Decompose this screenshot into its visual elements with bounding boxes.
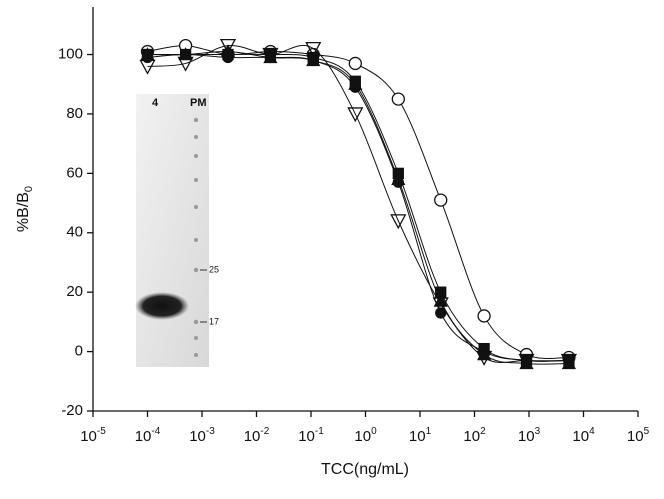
gel-band (135, 292, 189, 320)
y-tick-label: 60 (66, 164, 83, 181)
point (305, 41, 322, 57)
x-tick-label: 10-1 (298, 426, 324, 445)
point (390, 214, 407, 230)
x-axis-title: TCC(ng/mL) (321, 461, 409, 478)
lane-label: 4 (152, 97, 159, 109)
point (348, 56, 362, 71)
point (348, 76, 363, 90)
point (391, 171, 406, 185)
point (306, 53, 321, 67)
point (561, 356, 577, 370)
x-tick-label: 10-3 (189, 426, 215, 445)
series (140, 44, 577, 370)
point (219, 38, 237, 54)
curve (147, 44, 569, 363)
y-tick-label: 100 (58, 45, 83, 62)
point (477, 309, 491, 323)
marker-label: 17 (209, 316, 219, 326)
point (519, 356, 534, 370)
x-tick-label: 101 (409, 426, 432, 445)
point (433, 293, 448, 307)
x-tick-label: 10-4 (135, 426, 161, 445)
point (434, 193, 448, 207)
point (347, 107, 364, 123)
point (140, 47, 155, 61)
y-axis-title: %B/B0 (15, 186, 35, 232)
x-tick-label: 103 (518, 426, 541, 445)
point (178, 47, 193, 61)
point (263, 50, 278, 64)
curve (147, 54, 569, 362)
lane-label: PM (190, 97, 207, 109)
marker-label: 25 (209, 264, 219, 274)
x-tick-label: 100 (354, 426, 377, 445)
point (477, 347, 492, 361)
ladder (193, 117, 199, 357)
gel-inset: 4 PM 25 17 (135, 94, 219, 367)
y-tick-label: -20 (61, 402, 83, 419)
y-tick-label: 80 (66, 105, 83, 122)
x-tick-label: 105 (627, 426, 650, 445)
y-tick-label: 0 (75, 343, 83, 360)
x-tick-label: 10-2 (244, 426, 270, 445)
x-tick-label: 10-5 (80, 426, 106, 445)
x-tick-label: 104 (572, 426, 595, 445)
gel-image (136, 94, 209, 367)
point (220, 44, 236, 58)
curve (147, 53, 569, 362)
point (391, 92, 405, 106)
y-tick-label: 40 (66, 224, 83, 241)
y-tick-label: 20 (66, 283, 83, 300)
x-tick-label: 102 (463, 426, 486, 445)
point (435, 307, 447, 319)
